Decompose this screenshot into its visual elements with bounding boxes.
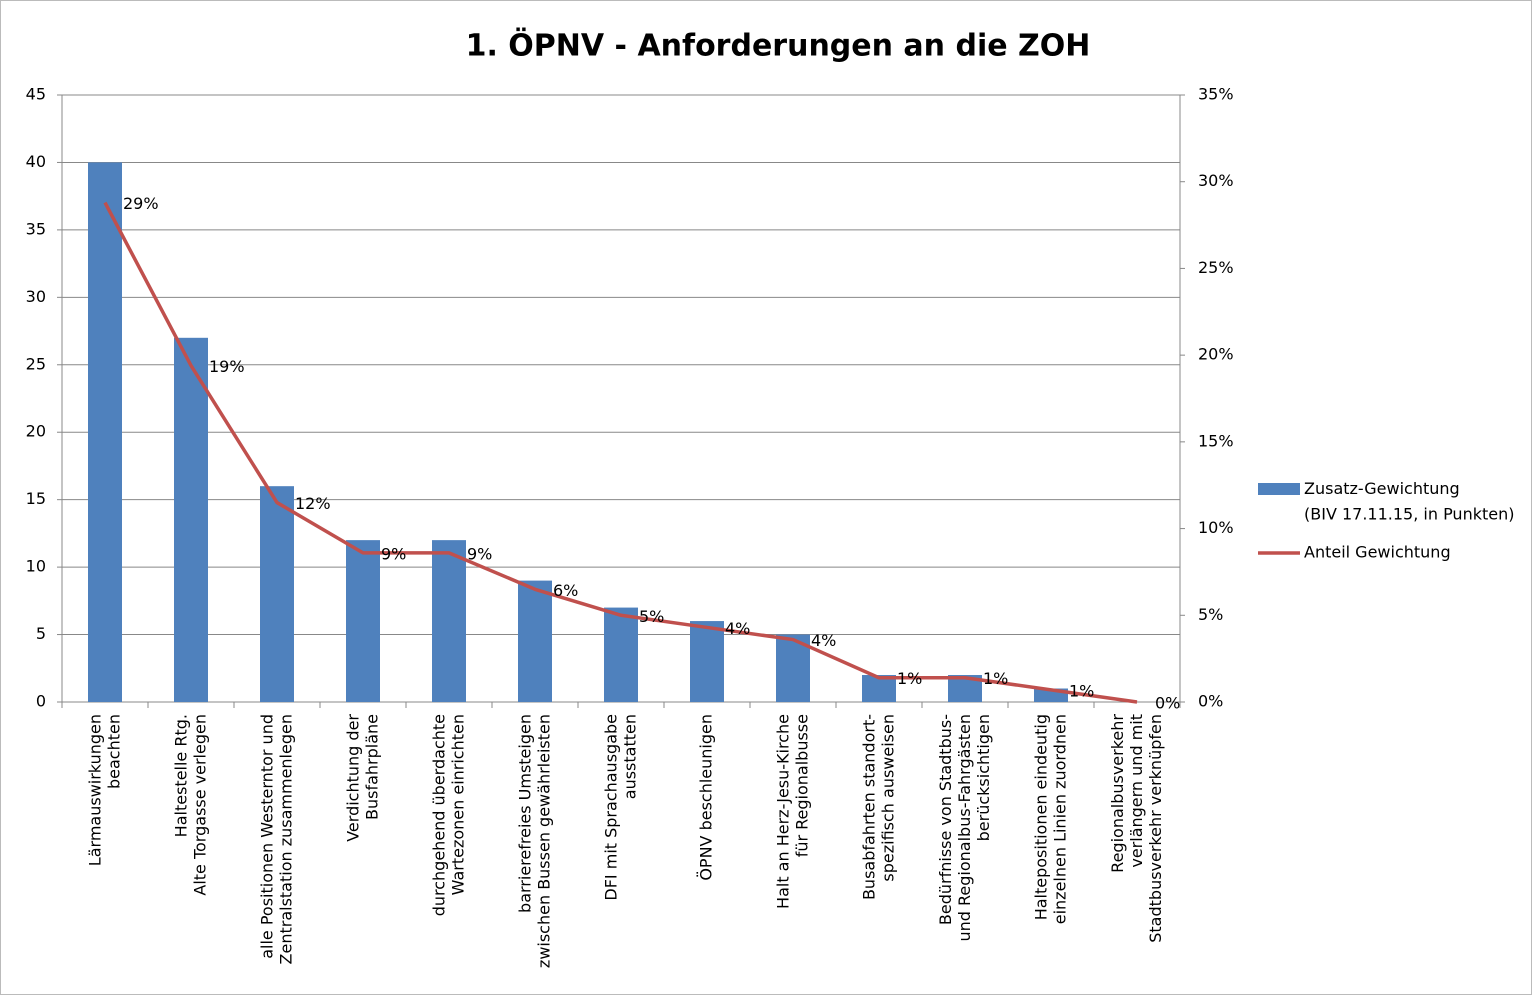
y2-tick-label: 15%: [1198, 431, 1234, 450]
y2-tick-label: 20%: [1198, 345, 1234, 364]
legend-label: Zusatz-Gewichtung (BIV 17.11.15, in Punkt…: [1304, 479, 1514, 524]
y2-tick-label: 35%: [1198, 85, 1234, 104]
data-label: 0%: [1155, 694, 1180, 713]
y-tick-label: 45: [26, 85, 46, 104]
data-label: 4%: [725, 619, 750, 638]
data-label: 5%: [639, 607, 664, 626]
y-tick-label: 20: [26, 422, 46, 441]
y-tick-label: 10: [26, 557, 46, 576]
y2-tick-label: 0%: [1198, 692, 1223, 711]
bar: [260, 486, 294, 702]
y-tick-label: 40: [26, 152, 46, 171]
x-tick-label: Bedürfnisse von Stadtbus-und Regionalbus…: [935, 714, 992, 941]
bar: [174, 337, 208, 702]
bar: [346, 540, 380, 702]
line: [103, 201, 1138, 704]
y-tick-label: 15: [26, 489, 46, 508]
x-tick-label: alle Positionen Westerntor undZentralsta…: [257, 714, 295, 964]
data-label: 6%: [553, 581, 578, 600]
y2-tick-label: 5%: [1198, 605, 1223, 624]
bar: [862, 675, 896, 702]
y-tick-label: 25: [26, 354, 46, 373]
data-label: 29%: [123, 194, 159, 213]
y-tick-label: 30: [26, 287, 46, 306]
x-tick-label: barrierefreies Umsteigenzwischen Bussen …: [515, 714, 553, 968]
bar: [690, 621, 724, 702]
data-label: 9%: [381, 544, 406, 563]
y-tick-label: 5: [36, 624, 46, 643]
x-tick-label: Halt an Herz-Jesu-Kirchefür Regionalbuss…: [773, 714, 811, 909]
y-tick-label: 0: [36, 692, 46, 711]
x-tick-label: Haltestelle Rtg.Alte Torgasse verlegen: [171, 714, 209, 896]
bar: [88, 162, 122, 702]
y2-tick-label: 30%: [1198, 171, 1234, 190]
bar: [604, 607, 638, 702]
x-tick-label: DFI mit Sprachausgabeausstatten: [601, 714, 639, 901]
chart-title: 1. ÖPNV - Anforderungen an die ZOH: [466, 27, 1091, 64]
data-label: 1%: [983, 669, 1008, 688]
data-label: 1%: [897, 669, 922, 688]
x-tick-label: Regionalbusverkehrverlängern und mitStad…: [1107, 714, 1164, 943]
x-tick-label: Haltepositionen eindeutigeinzelnen Linie…: [1031, 714, 1069, 924]
x-tick-label: durchgehend überdachteWartezonen einrich…: [429, 714, 467, 916]
data-label: 12%: [295, 494, 331, 513]
x-tick-label: ÖPNV beschleunigen: [697, 714, 716, 881]
y2-tick-label: 25%: [1198, 258, 1234, 277]
x-tick-label: Busabfahrten standort-spezifisch ausweis…: [859, 714, 897, 900]
y2-tick-label: 10%: [1198, 518, 1234, 537]
data-label: 19%: [209, 357, 245, 376]
data-label: 9%: [467, 544, 492, 563]
bar: [432, 540, 466, 702]
legend-swatch: [1258, 483, 1300, 495]
legend-label: Anteil Gewichtung: [1304, 543, 1451, 562]
bar: [518, 580, 552, 702]
data-label: 1%: [1069, 681, 1094, 700]
x-tick-label: Lärmauswirkungenbeachten: [85, 714, 123, 866]
data-label: 4%: [811, 631, 836, 650]
x-tick-label: Verdichtung derBusfahrpläne: [343, 714, 381, 842]
y-tick-label: 35: [26, 219, 46, 238]
